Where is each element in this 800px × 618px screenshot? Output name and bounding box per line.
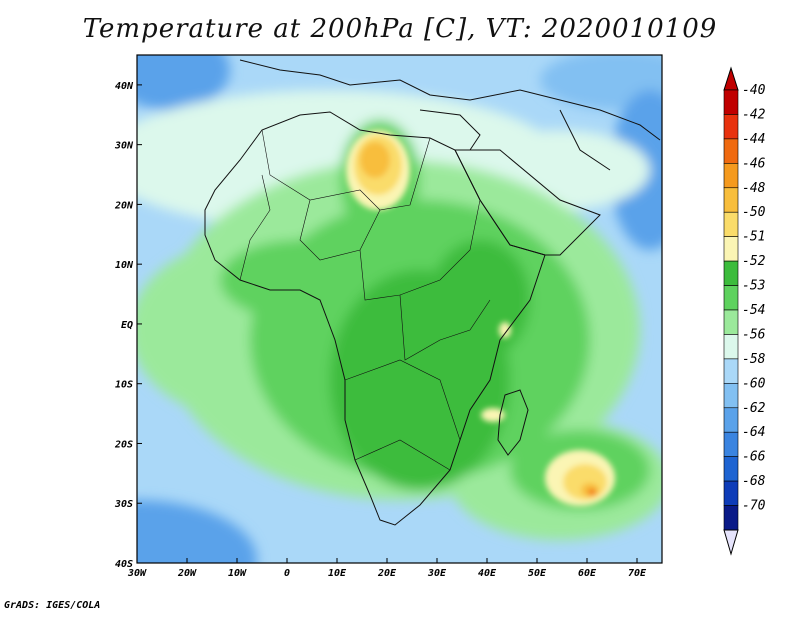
- colorbar-swatch: [723, 236, 739, 262]
- colorbar: -40 -42 -44 -46 -48 -50 -51 -52 -53 -54 -56 -58 -60 -…: [723, 66, 766, 556]
- colorbar-label: -54: [742, 303, 765, 318]
- y-tick-label: 40N: [115, 81, 134, 92]
- colorbar-label: -50: [742, 205, 766, 220]
- coastlines: [204, 59, 661, 526]
- y-tick-label: 20S: [114, 439, 133, 450]
- shaded-field: [137, 55, 662, 563]
- x-tick-label: 10E: [328, 568, 347, 579]
- colorbar-swatch: [723, 163, 739, 189]
- colorbar-label: -52: [742, 254, 766, 269]
- x-tick-label: 70E: [628, 568, 647, 579]
- colorbar-swatch: [723, 431, 739, 457]
- colorbar-label: -64: [742, 425, 765, 440]
- y-tick-label: 10N: [115, 260, 134, 271]
- colorbar-swatch: [723, 505, 739, 531]
- x-tick-label: 0: [284, 568, 290, 579]
- colorbar-label: -66: [742, 450, 766, 465]
- colorbar-label: -44: [742, 132, 765, 147]
- y-tick-label: 30S: [114, 499, 133, 510]
- colorbar-swatch: [723, 138, 739, 164]
- colorbar-swatch: [723, 358, 739, 384]
- colorbar-label: -51: [742, 230, 765, 245]
- y-tick-label: 40S: [115, 559, 133, 570]
- credit-text: GrADS: IGES/COLA: [4, 600, 101, 611]
- colorbar-label: -62: [742, 401, 766, 416]
- colorbar-swatch: [723, 89, 739, 115]
- colorbar-under-arrow: [723, 529, 739, 556]
- borders: [239, 129, 491, 471]
- colorbar-swatch: [723, 334, 739, 360]
- colorbar-swatch: [723, 114, 739, 140]
- colorbar-label: -70: [742, 499, 766, 514]
- colorbar-swatch: [723, 285, 739, 311]
- y-axis: 40N 30N 20N 10N EQ 10S 20S 30S 40S: [114, 81, 142, 570]
- x-tick-label: 50E: [528, 568, 547, 579]
- x-tick-label: 10W: [228, 568, 247, 579]
- colorbar-label: -53: [742, 279, 765, 294]
- x-tick-label: 30W: [127, 568, 147, 579]
- y-tick-label: 20N: [114, 200, 134, 211]
- x-tick-label: 20E: [377, 568, 397, 579]
- colorbar-label: -58: [742, 352, 766, 367]
- colorbar-swatch: [723, 260, 739, 286]
- colorbar-swatch: [723, 211, 739, 237]
- colorbar-swatch: [723, 187, 739, 213]
- colorbar-label: -60: [742, 376, 766, 391]
- colorbar-swatch: [723, 309, 739, 335]
- colorbar-label: -68: [742, 474, 766, 489]
- y-tick-label: EQ: [121, 320, 133, 331]
- x-axis: 30W 20W 10W 0 10E 20E 30E 40E 50E 60E 70E: [127, 558, 647, 579]
- y-tick-label: 30N: [114, 141, 134, 152]
- colorbar-swatch: [723, 456, 739, 482]
- colorbar-swatch: [723, 480, 739, 506]
- x-tick-label: 60E: [578, 568, 597, 579]
- x-tick-label: 40E: [478, 568, 497, 579]
- colorbar-label: -40: [742, 83, 766, 98]
- colorbar-label: -42: [742, 107, 766, 122]
- plot-frame: [136, 54, 663, 564]
- x-tick-label: 20W: [177, 568, 197, 579]
- colorbar-swatch: [723, 383, 739, 409]
- colorbar-label: -46: [742, 156, 766, 171]
- colorbar-swatch: [723, 407, 739, 433]
- colorbar-label: -56: [742, 327, 766, 342]
- x-tick-label: 30E: [427, 568, 447, 579]
- y-tick-label: 10S: [115, 380, 133, 391]
- colorbar-label: -48: [742, 181, 766, 196]
- chart-title: Temperature at 200hPa [C], VT: 202001010…: [82, 14, 718, 44]
- colorbar-over-arrow: [723, 66, 739, 91]
